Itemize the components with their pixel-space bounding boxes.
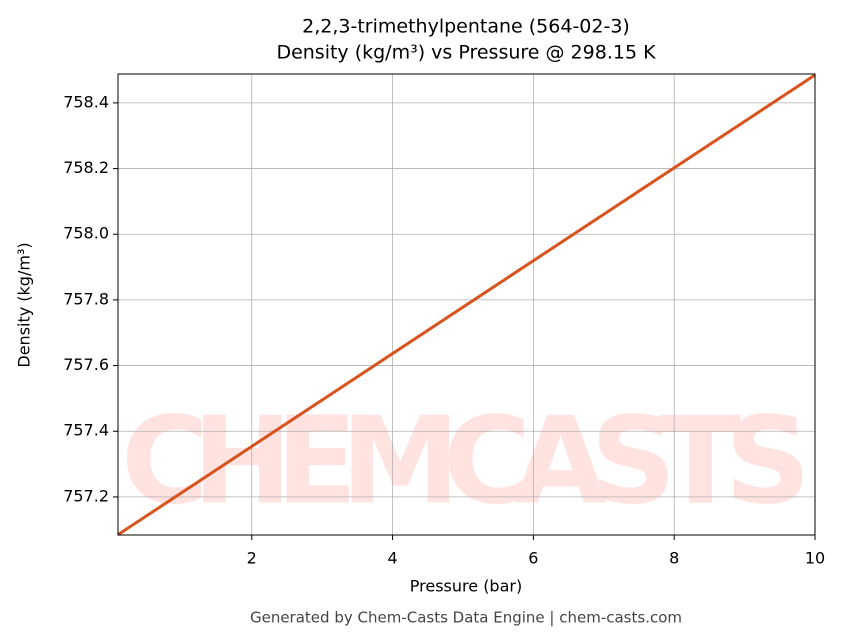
y-tick-label: 758.2 — [63, 158, 109, 177]
y-tick-label: 758.0 — [63, 224, 109, 243]
chart-title: 2,2,3-trimethylpentane (564-02-3) — [302, 16, 630, 38]
chart-subtitle: Density (kg/m³) vs Pressure @ 298.15 K — [276, 42, 656, 64]
plot-frame — [117, 73, 816, 536]
data-line — [117, 73, 816, 536]
y-tick-label: 757.8 — [63, 289, 109, 308]
y-tick-label: 758.4 — [63, 92, 109, 111]
y-tick-label: 757.2 — [63, 486, 109, 505]
y-tick-label: 757.6 — [63, 355, 109, 374]
y-axis-label: Density (kg/m³) — [15, 242, 34, 367]
watermark: CHEMCASTS — [121, 393, 811, 532]
x-tick-label: 6 — [528, 549, 538, 568]
footer: Generated by Chem-Casts Data Engine | ch… — [250, 609, 682, 627]
y-tick-label: 757.4 — [63, 421, 109, 440]
x-axis-label: Pressure (bar) — [410, 577, 522, 596]
x-tick-label: 8 — [669, 549, 679, 568]
x-tick-label: 4 — [387, 549, 397, 568]
x-tick-label: 10 — [805, 549, 825, 568]
x-tick-label: 2 — [247, 549, 257, 568]
